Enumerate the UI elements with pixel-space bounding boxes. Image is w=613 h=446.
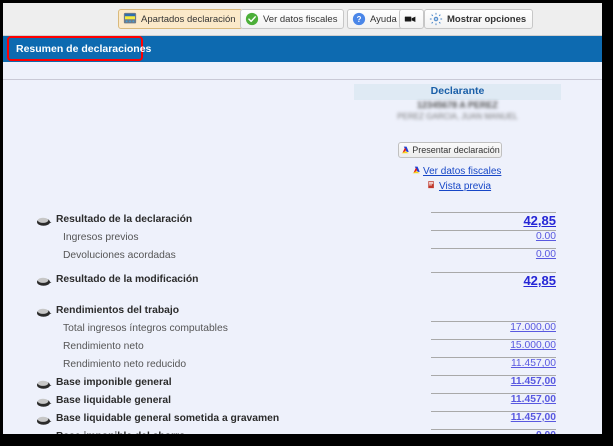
svg-text:?: ? [357,15,362,24]
